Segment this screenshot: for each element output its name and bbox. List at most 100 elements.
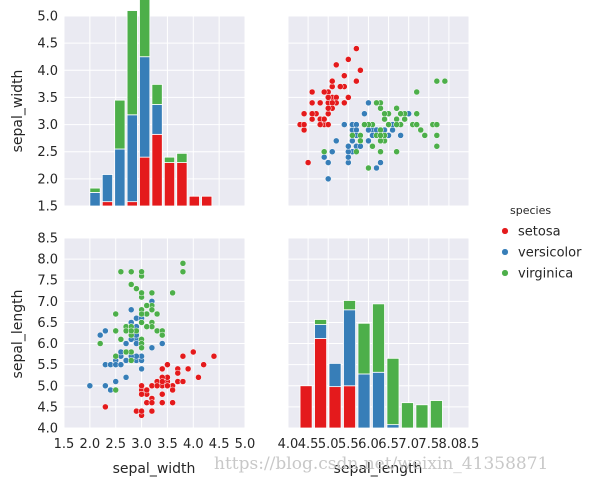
scatter-point-virginica — [148, 289, 156, 297]
histogram-bar-setosa — [163, 162, 176, 207]
scatter-point-setosa — [159, 390, 166, 398]
histogram-bar-setosa — [314, 338, 328, 429]
x-tick-label: 8.0 — [439, 437, 460, 452]
scatter-point-virginica — [112, 310, 119, 318]
histogram-bar-versicolor — [89, 192, 101, 207]
panel-ylabel-top: sepal_width — [10, 70, 26, 153]
scatter-point-virginica — [179, 268, 187, 276]
scatter-point-setosa — [300, 126, 308, 134]
scatter-point-setosa — [324, 121, 332, 128]
histogram-bar-setosa — [126, 201, 138, 207]
scatter-point-virginica — [393, 105, 400, 112]
scatter-point-setosa — [174, 369, 182, 377]
scatter-point-setosa — [357, 67, 364, 74]
scatter-point-versicolor — [345, 143, 352, 150]
y-tick-label: 4.5 — [37, 400, 58, 415]
scatter-point-setosa — [324, 94, 332, 101]
y-tick-label: 2.0 — [37, 172, 58, 187]
scatter-point-versicolor — [127, 306, 135, 314]
scatter-point-versicolor — [138, 365, 145, 373]
histogram-bar-setosa — [188, 195, 200, 207]
scatter-point-setosa — [353, 77, 360, 85]
x-tick-label: 5.5 — [338, 437, 359, 452]
y-tick-label: 1.5 — [37, 200, 58, 215]
histogram-bar-versicolor — [328, 362, 342, 388]
scatter-point-setosa — [148, 399, 156, 406]
scatter-point-virginica — [349, 132, 356, 139]
histogram-bar-setosa — [139, 156, 151, 207]
scatter-point-versicolor — [324, 175, 332, 183]
scatter-point-versicolor — [324, 159, 332, 166]
histogram-bar-virginica — [89, 187, 101, 193]
scatter-point-virginica — [413, 121, 420, 128]
y-tick-label: 8.5 — [37, 232, 58, 247]
scatter-point-virginica — [122, 348, 130, 356]
scatter-point-virginica — [377, 137, 384, 145]
legend-label-versicolor: versicolor — [518, 246, 582, 261]
scatter-point-setosa — [138, 390, 145, 398]
scatter-point-setosa — [304, 159, 312, 166]
scatter-point-virginica — [385, 121, 392, 128]
scatter-point-virginica — [159, 331, 166, 339]
scatter-point-virginica — [381, 110, 388, 117]
scatter-point-virginica — [112, 352, 119, 360]
y-tick-label: 5.0 — [37, 10, 58, 25]
panel-ylabel-bottom: sepal_length — [10, 290, 26, 379]
scatter-point-versicolor — [373, 164, 380, 172]
scatter-point-virginica — [369, 143, 376, 150]
panel-top-right — [287, 15, 470, 207]
panel-xlabel-left: sepal_width — [113, 461, 196, 477]
y-tick-label: 3.5 — [37, 91, 58, 106]
scatter-point-virginica — [433, 132, 441, 139]
scatter-point-virginica — [96, 340, 104, 347]
histogram-bar-virginica — [176, 152, 188, 163]
histogram-bar-setosa — [299, 385, 313, 429]
scatter-point-virginica — [393, 115, 400, 123]
scatter-point-setosa — [328, 99, 336, 107]
x-tick-label: 4.5 — [298, 437, 319, 452]
legend-label-virginica: virginica — [518, 267, 573, 282]
scatter-point-setosa — [320, 115, 328, 123]
scatter-point-virginica — [112, 327, 119, 335]
scatter-point-setosa — [316, 121, 324, 128]
scatter-point-setosa — [143, 386, 150, 394]
histogram-bar-virginica — [151, 84, 163, 105]
scatter-point-setosa — [324, 110, 332, 117]
scatter-point-versicolor — [365, 99, 372, 107]
scatter-point-versicolor — [365, 126, 372, 134]
histogram-bar-setosa — [151, 133, 163, 207]
scatter-point-virginica — [133, 285, 140, 292]
x-tick-label: 4.0 — [183, 437, 204, 452]
scatter-point-virginica — [320, 148, 328, 155]
legend-marker-setosa — [501, 227, 509, 235]
x-tick-label: 1.5 — [54, 437, 75, 452]
scatter-point-virginica — [169, 289, 176, 297]
scatter-point-versicolor — [345, 153, 352, 161]
scatter-point-virginica — [393, 148, 400, 155]
scatter-point-setosa — [179, 378, 187, 385]
scatter-point-virginica — [127, 357, 135, 364]
histogram-bar-versicolor — [114, 148, 126, 207]
y-tick-label: 5.0 — [37, 379, 58, 394]
histogram-bar-virginica — [415, 404, 429, 429]
scatter-point-versicolor — [377, 159, 384, 166]
histogram-bar-virginica — [343, 300, 356, 311]
scatter-point-virginica — [117, 336, 125, 343]
y-tick-label: 5.5 — [37, 358, 58, 373]
scatter-point-versicolor — [361, 110, 368, 117]
scatter-point-setosa — [316, 99, 324, 107]
scatter-point-setosa — [159, 399, 166, 406]
x-tick-label: 5.0 — [235, 437, 256, 452]
histogram-bar-setosa — [201, 195, 213, 207]
scatter-point-setosa — [300, 110, 308, 117]
scatter-point-virginica — [127, 327, 135, 335]
scatter-point-setosa — [153, 382, 161, 390]
scatter-point-setosa — [138, 407, 145, 415]
scatter-point-setosa — [159, 378, 166, 385]
scatter-point-setosa — [179, 352, 187, 360]
scatter-point-setosa — [164, 361, 171, 368]
histogram-bar-virginica — [139, 0, 151, 58]
scatter-point-setosa — [345, 56, 352, 63]
histogram-bar-versicolor — [386, 424, 400, 429]
